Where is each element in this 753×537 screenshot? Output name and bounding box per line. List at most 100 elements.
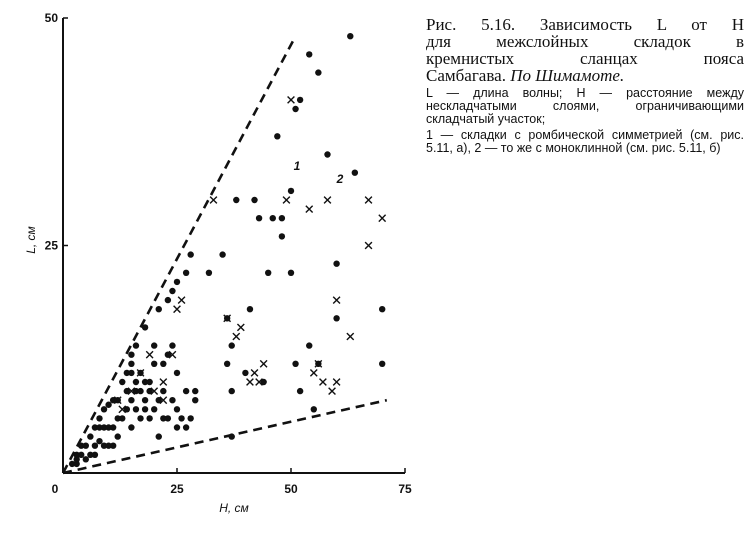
series-annotation-1: 1 (294, 159, 301, 173)
data-point-series-1 (91, 451, 99, 458)
data-point-series-1 (187, 251, 194, 258)
data-point-series-1 (292, 105, 299, 113)
data-points (68, 33, 387, 468)
data-point-series-1 (146, 415, 153, 422)
data-point-series-2 (255, 378, 263, 386)
data-point-series-1 (137, 415, 144, 422)
data-point-series-1 (160, 387, 167, 395)
data-point-series-1 (296, 387, 304, 395)
data-point-series-1 (333, 260, 340, 267)
data-point-series-1 (137, 387, 144, 395)
data-point-series-1 (296, 96, 304, 104)
data-point-series-1 (128, 369, 135, 377)
scatter-chart: 0 25 50 75 25 50 H, см L, см 1 2 (24, 11, 412, 515)
data-point-series-1 (192, 397, 199, 404)
data-point-series-1 (160, 360, 167, 367)
data-point-series-1 (123, 406, 131, 413)
data-point-series-1 (251, 196, 258, 204)
data-point-series-1 (160, 415, 167, 422)
data-point-series-2 (118, 405, 127, 414)
data-point-series-1 (128, 424, 135, 431)
data-point-series-1 (132, 378, 140, 386)
data-point-series-1 (223, 360, 231, 367)
data-point-series-1 (141, 397, 149, 404)
caption-series-legend: 1 — складки с ромбической симметрией (см… (426, 128, 744, 155)
data-point-series-1 (169, 397, 176, 404)
data-point-series-1 (164, 296, 172, 304)
data-point-series-2 (246, 378, 254, 386)
data-point-series-1 (173, 406, 181, 413)
data-point-series-2 (136, 369, 145, 377)
data-point-series-2 (250, 369, 259, 377)
data-point-series-1 (109, 442, 117, 449)
data-point-series-1 (155, 306, 162, 313)
data-point-series-1 (164, 351, 172, 358)
data-point-series-1 (128, 360, 135, 367)
caption-title-line: Самбагава. По Шимамоте. (426, 67, 744, 84)
data-point-series-1 (100, 424, 108, 431)
data-point-series-1 (242, 369, 249, 377)
data-point-series-1 (109, 397, 117, 404)
x-tick-label: 50 (284, 482, 298, 496)
data-point-series-2 (145, 350, 154, 359)
data-point-series-1 (182, 424, 190, 431)
data-point-series-1 (73, 451, 80, 458)
data-point-series-1 (155, 433, 162, 440)
data-point-series-1 (246, 306, 254, 313)
data-point-series-1 (123, 369, 131, 377)
data-point-series-1 (146, 378, 153, 386)
data-point-series-1 (87, 451, 94, 458)
caption-title-plain: Самбагава. (426, 66, 511, 85)
data-point-series-2 (232, 332, 241, 341)
data-point-series-1 (96, 415, 103, 422)
data-point-series-1 (73, 456, 80, 463)
data-point-series-1 (132, 387, 140, 395)
data-point-series-1 (78, 442, 85, 449)
data-point-series-1 (68, 460, 76, 468)
data-point-series-1 (151, 406, 158, 413)
data-point-series-1 (333, 315, 340, 322)
data-point-series-1 (100, 442, 108, 449)
data-point-series-1 (141, 378, 149, 386)
data-point-series-1 (141, 324, 149, 331)
data-point-series-1 (151, 360, 158, 367)
data-point-series-1 (164, 415, 172, 422)
data-point-series-1 (155, 397, 162, 404)
data-point-series-1 (269, 215, 276, 222)
x-tick-label: 75 (398, 482, 412, 496)
data-point-series-2 (378, 214, 387, 223)
caption-title: Рис. 5.16. Зависимость L от H для межсло… (426, 16, 744, 84)
x-tick-label: 25 (170, 482, 184, 496)
data-point-series-2 (209, 196, 218, 204)
data-point-series-1 (119, 378, 126, 386)
data-point-series-2 (168, 350, 177, 359)
data-point-series-1 (109, 424, 117, 431)
data-point-series-2 (346, 332, 355, 341)
dashed-reference-line (61, 35, 297, 474)
data-point-series-1 (105, 401, 112, 408)
data-point-series-1 (379, 360, 386, 367)
data-point-series-2 (236, 323, 245, 332)
data-point-series-2 (364, 196, 373, 204)
data-point-series-1 (82, 442, 90, 449)
data-point-series-1 (173, 424, 181, 431)
data-point-series-1 (87, 433, 94, 440)
caption-definition: L — длина волны; H — расстояние между не… (426, 86, 744, 126)
data-point-series-1 (219, 251, 226, 258)
y-tick-label: 25 (45, 239, 59, 253)
y-tick-label: 50 (45, 11, 59, 25)
data-point-series-2 (259, 359, 268, 368)
data-point-series-1 (91, 424, 99, 431)
caption-title-line: Рис. 5.16. Зависимость L от H (426, 15, 744, 34)
data-point-series-1 (287, 269, 295, 276)
data-point-series-1 (228, 387, 235, 395)
data-point-series-1 (228, 342, 235, 349)
data-point-series-1 (96, 424, 103, 431)
data-point-series-1 (260, 378, 267, 386)
data-point-series-1 (310, 406, 317, 413)
data-point-series-1 (233, 196, 240, 204)
data-point-series-1 (379, 306, 386, 313)
data-point-series-1 (278, 233, 286, 240)
data-point-series-1 (123, 387, 131, 395)
data-point-series-2 (314, 359, 323, 368)
